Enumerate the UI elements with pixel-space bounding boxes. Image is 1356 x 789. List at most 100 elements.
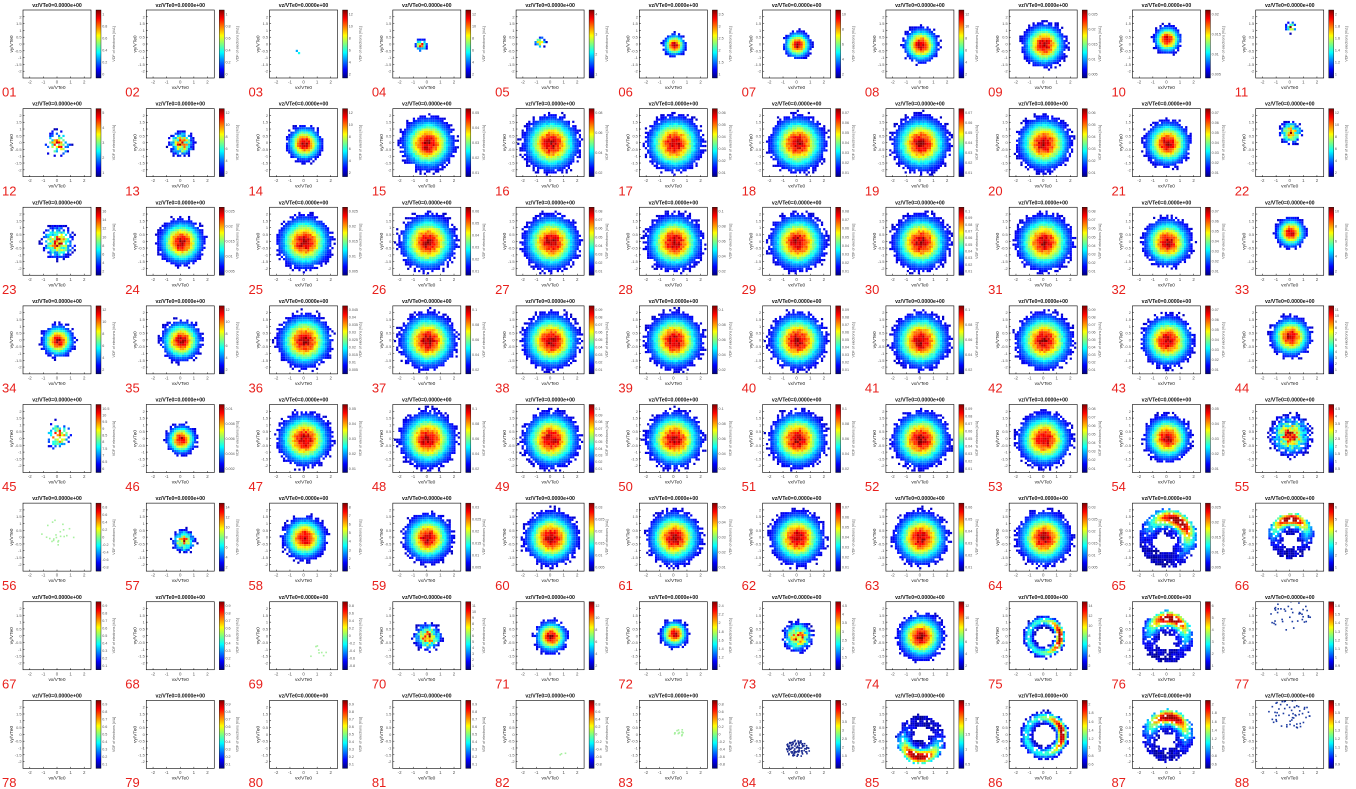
colorbar-tick-label: 4 — [595, 12, 597, 16]
y-tick-label: 0.5 — [386, 35, 391, 40]
x-axis-label: vx/VTe0 — [418, 381, 435, 387]
colorbar-label: VDF of electrons [#/Δ] — [975, 224, 979, 259]
colorbar-label: VDF of electrons [#/Δ] — [605, 421, 609, 456]
colorbar-tick-label: 0.02 — [1088, 361, 1095, 365]
colorbar-tick-label: 0.005 — [1212, 72, 1221, 76]
panel-title: vz/VTe0=0.0000e+00 — [895, 102, 945, 108]
colorbar-tick-label: 0.03 — [1212, 250, 1219, 254]
colorbar-tick-label: 2 — [1335, 362, 1337, 366]
x-tick-label: 0 — [919, 277, 922, 282]
colorbar-tick-label: 1 — [965, 748, 967, 752]
y-axis-label: vy/VTe0 — [995, 528, 1001, 545]
panel-number: 70 — [372, 676, 386, 691]
colorbar-tick-label: 0.06 — [1088, 111, 1095, 115]
y-tick-label: 1.5 — [509, 613, 514, 618]
colorbar-tick-label: -0.8 — [102, 565, 108, 569]
colorbar-tick-label: 12 — [102, 308, 106, 312]
x-tick-label: 0 — [919, 375, 922, 380]
x-tick-label: 0 — [426, 375, 429, 380]
x-tick-label: -2 — [274, 770, 278, 775]
y-tick-label: 0.5 — [632, 133, 637, 138]
y-tick-label: -1 — [18, 548, 21, 553]
colorbar-tick-label: 7 — [349, 514, 351, 518]
colorbar-tick-label: 0.01 — [225, 255, 232, 259]
colorbar-tick-label: 0.6 — [349, 612, 354, 616]
colorbar-label: VDF of electrons [#/Δ] — [1221, 125, 1225, 160]
panel-number: 58 — [249, 578, 263, 593]
colorbar-tick-label: 4 — [965, 60, 967, 64]
colorbar-tick-label: 0.05 — [1088, 433, 1095, 437]
colorbar-tick-label: 0.8 — [472, 710, 477, 714]
x-tick-label: -1 — [535, 474, 539, 479]
y-tick-label: -2 — [265, 167, 268, 172]
x-tick-label: -2 — [1137, 375, 1141, 380]
y-tick-label: 0.5 — [879, 528, 884, 533]
plot-area — [269, 10, 338, 78]
x-tick-label: -1 — [535, 178, 539, 183]
y-tick-label: 2 — [19, 705, 21, 710]
colorbar-tick-label: 0.008 — [225, 422, 234, 426]
colorbar-label: VDF of electrons [#/Δ] — [235, 322, 239, 357]
colorbar-tick-label: 0.02 — [842, 261, 849, 265]
x-tick-label: 0 — [795, 573, 798, 578]
y-tick-label: 0 — [266, 732, 269, 737]
colorbar-tick-label: 0.02 — [472, 156, 479, 160]
colorbar-label: VDF of electrons [#/Δ] — [1221, 421, 1225, 456]
panel-30: vz/VTe0=0.0000e+00-2 -1 0 1 221.510.50-0.5-1… — [865, 200, 979, 297]
y-tick-label: 0 — [389, 535, 392, 540]
y-tick-label: -1 — [1004, 450, 1007, 455]
colorbar-tick-label: 8 — [225, 135, 227, 139]
x-tick-label: 2 — [330, 277, 333, 282]
colorbar-tick-label: 3 — [719, 24, 721, 28]
panel-29: vz/VTe0=0.0000e+00-2 -1 0 1 221.510.50-0.5-1… — [742, 200, 856, 297]
colorbar — [1081, 108, 1088, 177]
y-tick-label: 1.5 — [139, 711, 144, 716]
panel-07: vz/VTe0=0.0000e+00-2 -1 0 1 221.510.50-0.5-1… — [742, 3, 856, 100]
colorbar-tick-label: 0.05 — [965, 243, 972, 247]
y-tick-label: 1 — [389, 28, 391, 33]
x-tick-label: 1 — [1056, 573, 1059, 578]
y-tick-label: -1 — [881, 154, 884, 159]
y-tick-label: -1.5 — [15, 161, 22, 166]
panel-number: 66 — [1235, 578, 1249, 593]
colorbar-tick-label: 0.8 — [225, 24, 230, 28]
y-tick-label: -1 — [881, 647, 884, 652]
x-axis-label: vx/VTe0 — [542, 677, 559, 683]
y-tick-label: 1.5 — [632, 317, 637, 322]
x-tick-label: -2 — [521, 671, 525, 676]
x-tick-label: 2 — [946, 375, 949, 380]
colorbar-tick-label: 0.01 — [472, 270, 479, 274]
colorbar-tick-label: 0.04 — [1088, 346, 1095, 350]
colorbar-tick-label: 1.8 — [1088, 711, 1093, 715]
colorbar-tick-label: 0.08 — [595, 420, 602, 424]
colorbar-label: VDF of electrons [#/Δ] — [728, 520, 732, 555]
x-tick-label: 1 — [809, 80, 812, 85]
colorbar-tick-label: 4 — [225, 159, 227, 163]
colorbar — [1328, 108, 1334, 177]
y-tick-label: -2 — [141, 167, 144, 172]
y-tick-label: 1 — [759, 718, 761, 723]
y-tick-label: 0.5 — [139, 133, 144, 138]
y-axis-label: vy/VTe0 — [749, 430, 755, 447]
x-tick-label: -1 — [1151, 770, 1155, 775]
colorbar-tick-label: 0.07 — [1088, 323, 1095, 327]
colorbar-tick-label: 0.5 — [225, 733, 230, 737]
y-tick-label: 0 — [1252, 633, 1255, 638]
axes-frame — [145, 108, 215, 177]
y-tick-label: -2 — [1004, 463, 1007, 468]
colorbar-tick-label: 0.06 — [472, 338, 479, 342]
x-tick-label: 1 — [562, 375, 565, 380]
colorbar-label: VDF of electrons [#/Δ] — [605, 322, 609, 357]
colorbar-label: VDF of electrons [#/Δ] — [359, 26, 363, 61]
y-tick-label: -1.5 — [878, 654, 885, 659]
colorbar — [958, 108, 965, 177]
y-tick-label: -0.5 — [261, 443, 268, 448]
y-tick-label: 1 — [882, 718, 884, 723]
y-tick-label: 0 — [512, 239, 515, 244]
x-axis-label: vx/VTe0 — [1281, 184, 1298, 190]
colorbar-label: VDF of electrons [#/Δ] — [1221, 618, 1225, 653]
colorbar-tick-label: 0.015 — [349, 240, 358, 244]
colorbar-tick-label: 0.02 — [1088, 27, 1095, 31]
y-tick-label: 0.5 — [879, 626, 884, 631]
y-tick-label: -1 — [1004, 252, 1007, 257]
